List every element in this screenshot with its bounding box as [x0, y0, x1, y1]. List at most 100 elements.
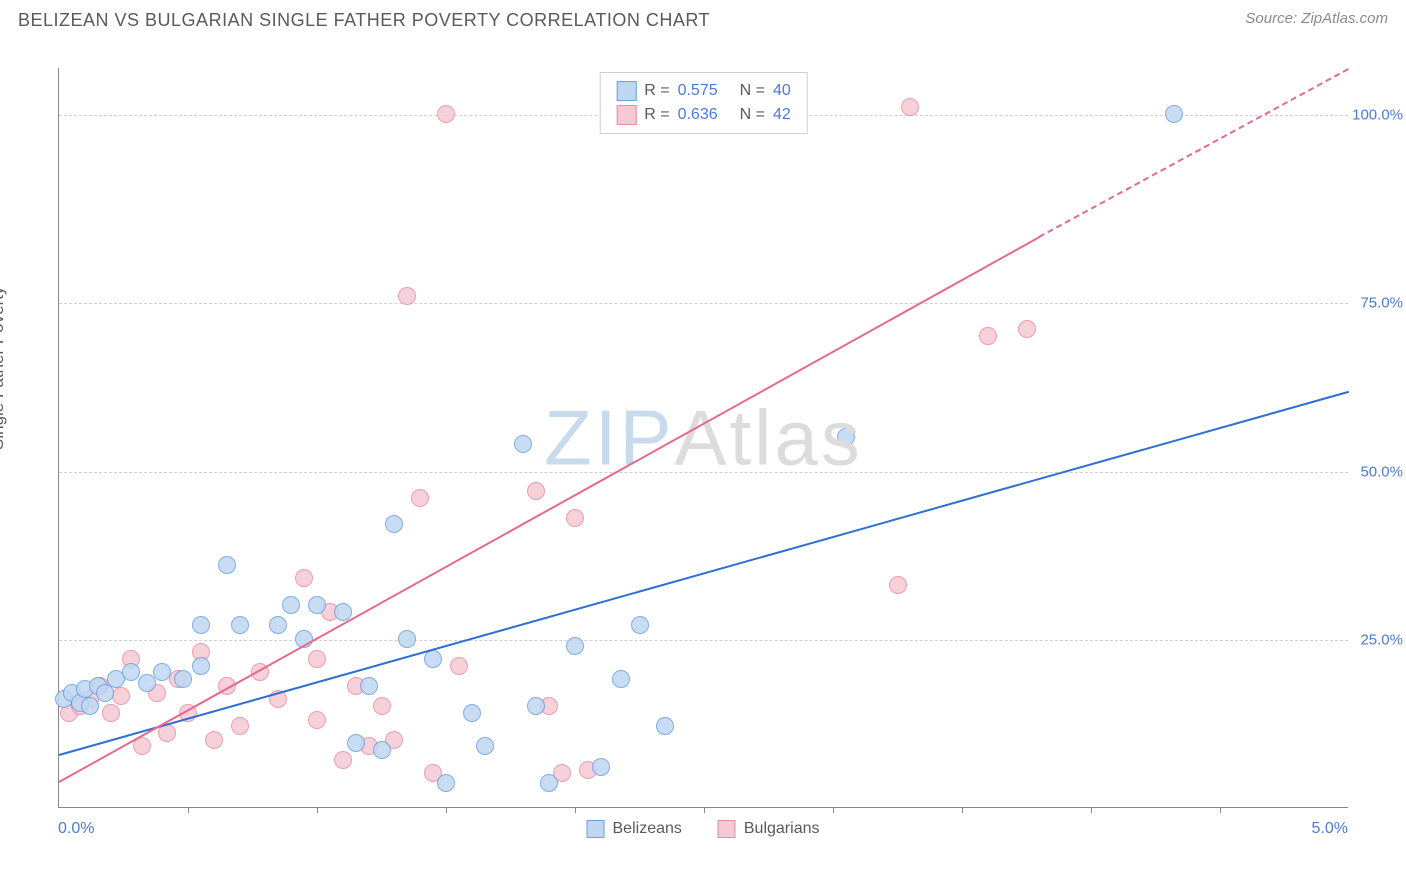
swatch-icon [587, 820, 605, 838]
chart-header: BELIZEAN VS BULGARIAN SINGLE FATHER POVE… [0, 0, 1406, 37]
x-tick [317, 807, 318, 813]
legend-label: Belizeans [613, 820, 682, 838]
data-point [231, 616, 249, 634]
data-point [1165, 105, 1183, 123]
data-point [269, 616, 287, 634]
data-point [612, 670, 630, 688]
data-point [476, 737, 494, 755]
y-tick-label: 75.0% [1360, 295, 1403, 312]
data-point [192, 657, 210, 675]
data-point [656, 717, 674, 735]
data-point [373, 697, 391, 715]
data-point [308, 711, 326, 729]
y-tick-label: 100.0% [1352, 107, 1403, 124]
x-tick [188, 807, 189, 813]
swatch-icon [616, 81, 636, 101]
data-point [437, 105, 455, 123]
data-point [334, 751, 352, 769]
data-point [411, 489, 429, 507]
gridline [59, 640, 1348, 641]
source-name: ZipAtlas.com [1301, 10, 1388, 27]
data-point [308, 596, 326, 614]
data-point [192, 616, 210, 634]
data-point [153, 663, 171, 681]
x-min-label: 0.0% [58, 820, 94, 838]
data-point [308, 650, 326, 668]
gridline [59, 303, 1348, 304]
data-point [102, 704, 120, 722]
data-point [463, 704, 481, 722]
x-tick [1220, 807, 1221, 813]
data-point [437, 774, 455, 792]
correlation-legend: R = 0.575 N = 40 R = 0.636 N = 42 [599, 72, 808, 134]
swatch-icon [718, 820, 736, 838]
r-value-belizeans: 0.575 [678, 82, 718, 100]
x-tick [575, 807, 576, 813]
data-point [1018, 320, 1036, 338]
data-point [979, 327, 997, 345]
x-max-label: 5.0% [1312, 820, 1348, 838]
plot-area: ZIPAtlas R = 0.575 N = 40 R = 0.636 N = … [58, 68, 1348, 808]
data-point [424, 650, 442, 668]
data-point [889, 576, 907, 594]
n-value-belizeans: 40 [773, 82, 791, 100]
data-point [514, 435, 532, 453]
watermark-zip: ZIP [544, 393, 674, 481]
trend-line [1039, 68, 1350, 238]
gridline [59, 472, 1348, 473]
x-tick [962, 807, 963, 813]
data-point [373, 741, 391, 759]
series-legend: Belizeans Bulgarians [587, 820, 820, 838]
legend-item-belizeans: Belizeans [587, 820, 682, 838]
data-point [385, 515, 403, 533]
r-value-bulgarians: 0.636 [678, 106, 718, 124]
chart-container: Single Father Poverty ZIPAtlas R = 0.575… [0, 40, 1406, 860]
y-tick-label: 25.0% [1360, 631, 1403, 648]
data-point [631, 616, 649, 634]
source-attribution: Source: ZipAtlas.com [1245, 10, 1388, 27]
data-point [566, 509, 584, 527]
data-point [218, 556, 236, 574]
n-label: N = [740, 82, 765, 100]
x-tick [1091, 807, 1092, 813]
legend-row-belizeans: R = 0.575 N = 40 [616, 79, 791, 103]
x-tick [833, 807, 834, 813]
n-value-bulgarians: 42 [773, 106, 791, 124]
r-label: R = [644, 82, 669, 100]
watermark-atlas: Atlas [674, 393, 862, 481]
legend-item-bulgarians: Bulgarians [718, 820, 820, 838]
data-point [282, 596, 300, 614]
x-tick [704, 807, 705, 813]
data-point [901, 98, 919, 116]
legend-label: Bulgarians [744, 820, 820, 838]
r-label: R = [644, 106, 669, 124]
data-point [347, 734, 365, 752]
watermark: ZIPAtlas [544, 392, 863, 483]
source-prefix: Source: [1245, 10, 1301, 27]
data-point [81, 697, 99, 715]
y-axis-label: Single Father Poverty [0, 287, 8, 450]
data-point [231, 717, 249, 735]
data-point [450, 657, 468, 675]
data-point [540, 774, 558, 792]
data-point [592, 758, 610, 776]
x-axis-labels: 0.0% Belizeans Bulgarians 5.0% [58, 820, 1348, 850]
data-point [295, 569, 313, 587]
x-tick [446, 807, 447, 813]
data-point [398, 630, 416, 648]
data-point [112, 687, 130, 705]
trend-line [59, 391, 1350, 756]
data-point [527, 697, 545, 715]
n-label: N = [740, 106, 765, 124]
data-point [837, 428, 855, 446]
data-point [174, 670, 192, 688]
chart-title: BELIZEAN VS BULGARIAN SINGLE FATHER POVE… [18, 10, 710, 31]
data-point [205, 731, 223, 749]
data-point [527, 482, 545, 500]
legend-row-bulgarians: R = 0.636 N = 42 [616, 103, 791, 127]
swatch-icon [616, 105, 636, 125]
data-point [398, 287, 416, 305]
y-tick-label: 50.0% [1360, 463, 1403, 480]
data-point [566, 637, 584, 655]
data-point [360, 677, 378, 695]
